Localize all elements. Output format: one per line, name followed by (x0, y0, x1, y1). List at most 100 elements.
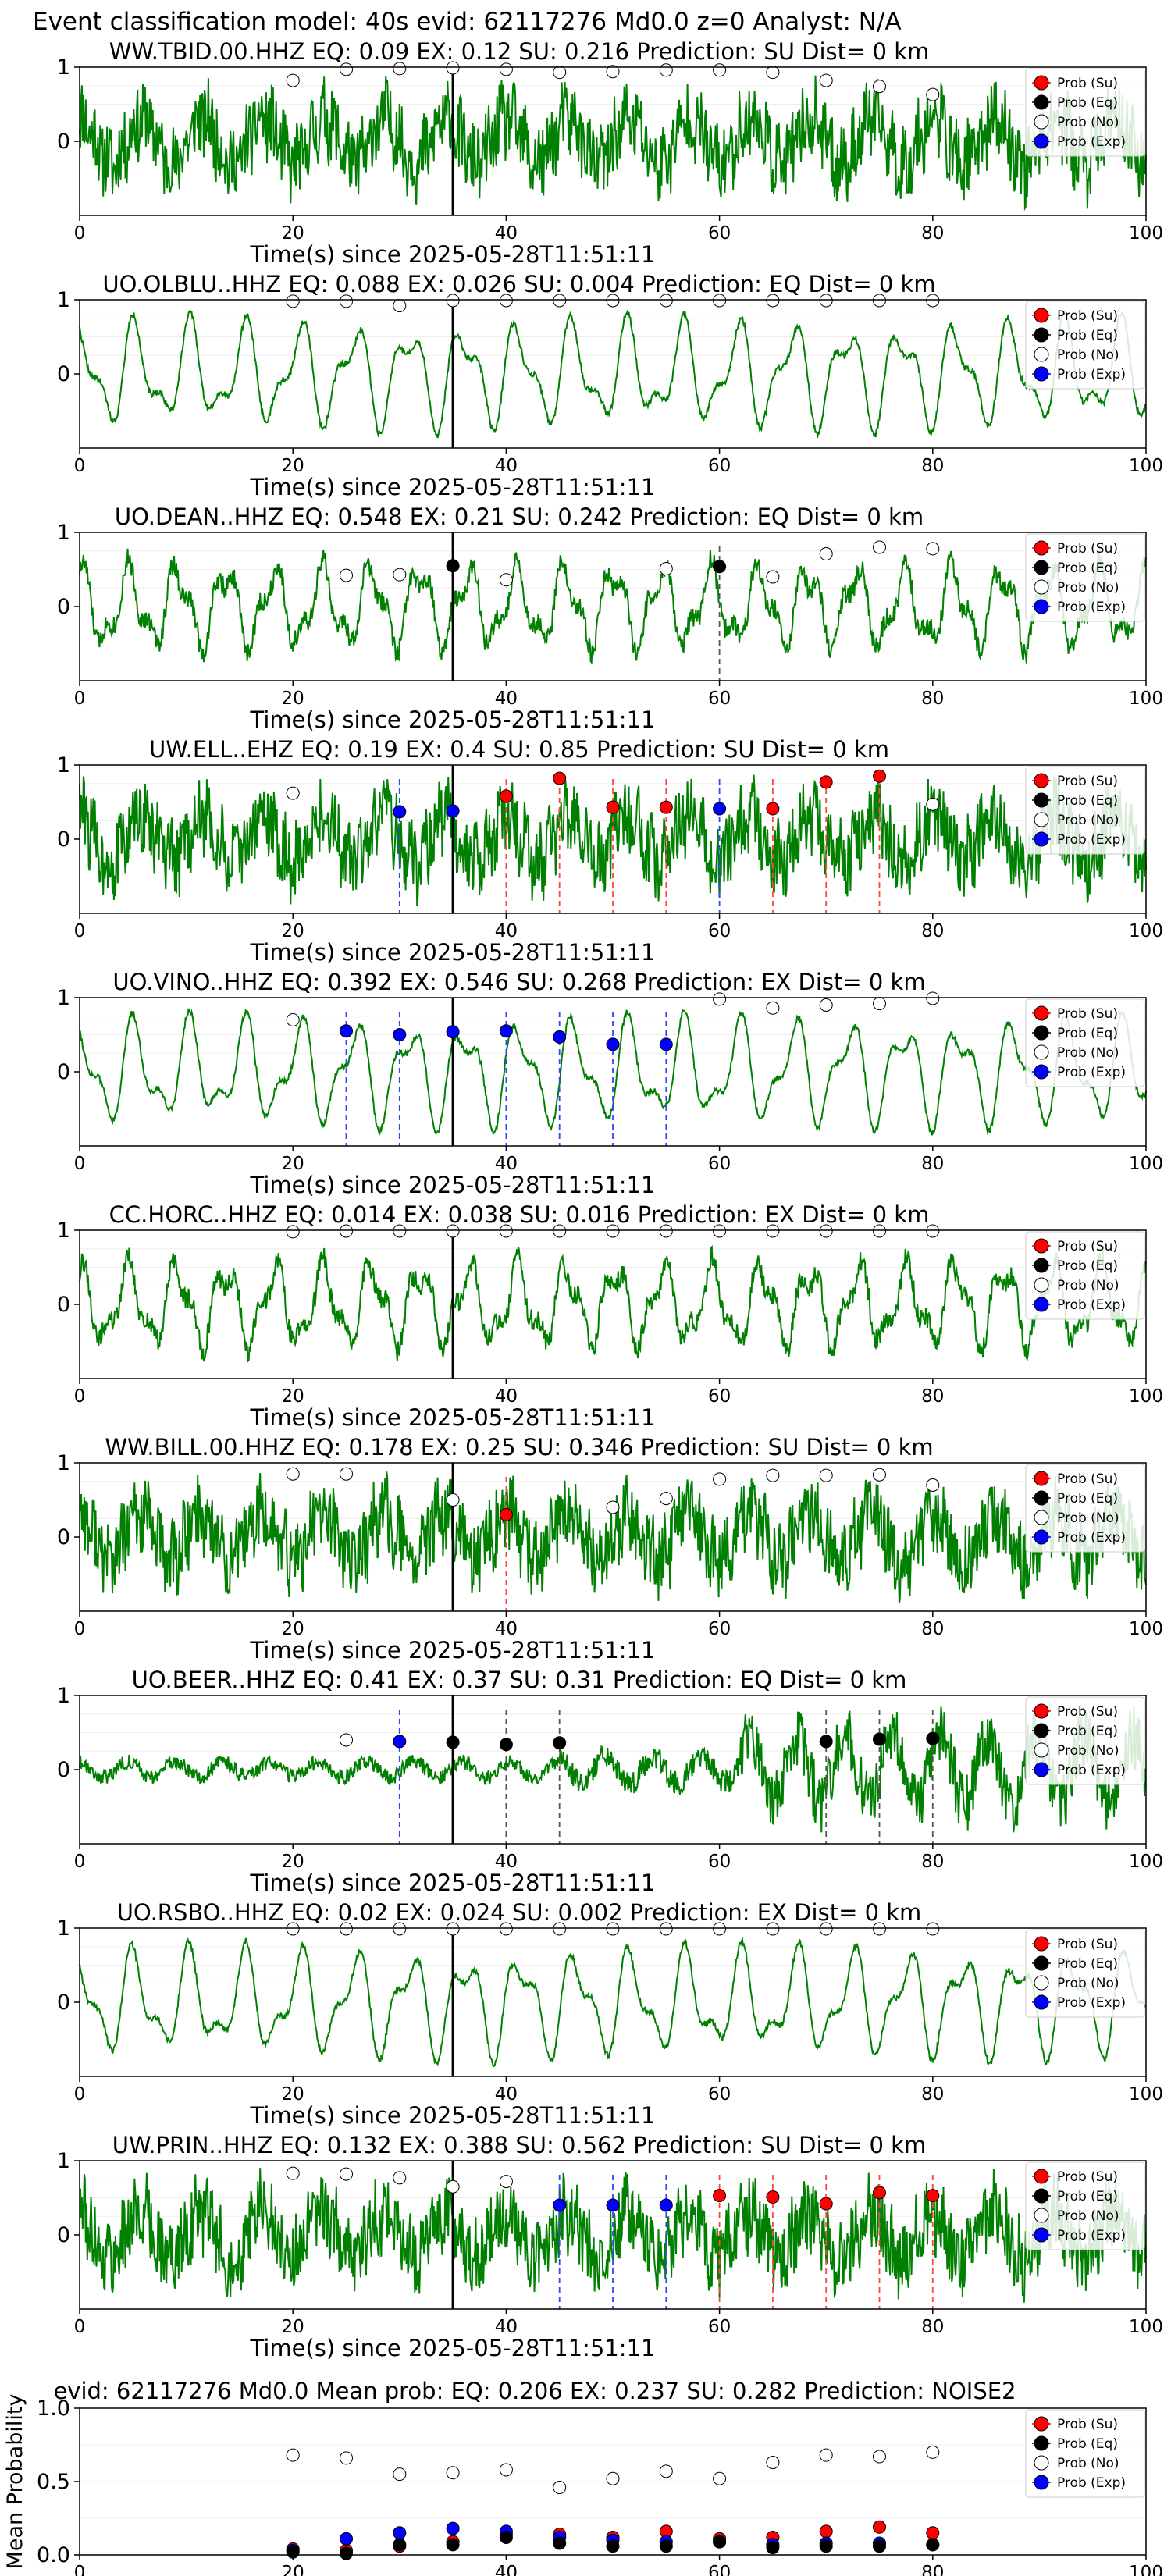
prob-point-no (446, 294, 460, 308)
axes-frame (79, 1462, 1147, 1612)
y-tick-label: 0 (57, 1991, 70, 2015)
y-tick-label: 0 (57, 362, 70, 386)
prob-point-no (713, 1472, 727, 1486)
legend-label-eq: Prob (Eq) (1057, 560, 1118, 576)
prob-point-su (926, 2189, 940, 2203)
prob-point-no (606, 294, 620, 308)
x-tick-label: 0 (74, 1154, 86, 1174)
prob-point-no (393, 2171, 407, 2185)
axes-frame (79, 997, 1147, 1147)
legend-label-eq: Prob (Eq) (1057, 328, 1118, 343)
x-tick-label: 100 (1129, 1154, 1163, 1174)
prob-point-no (819, 73, 833, 87)
mean-point-exp (340, 2532, 353, 2546)
prob-point-su (873, 769, 886, 783)
prob-point-su (499, 1508, 513, 1521)
prob-point-no (340, 294, 353, 308)
mean-point-no (393, 2467, 407, 2482)
prob-point-eq (819, 1735, 833, 1749)
x-axis-label: Time(s) since 2025-05-28T11:51:11 (250, 2335, 656, 2361)
y-tick-label: 1 (57, 2149, 70, 2173)
legend-label-eq: Prob (Eq) (1057, 793, 1118, 809)
mean-point-eq (819, 2539, 833, 2553)
legend-marker-eq (1034, 792, 1049, 808)
panel-title: UO.BEER..HHZ EQ: 0.41 EX: 0.37 SU: 0.31 … (132, 1667, 907, 1693)
prob-point-no (659, 63, 673, 77)
prob-point-su (766, 2190, 780, 2204)
mean-point-eq (659, 2539, 673, 2553)
prob-point-no (926, 1224, 940, 1238)
mean-point-no (766, 2456, 780, 2470)
prob-point-exp (499, 1024, 513, 1038)
waveform-trace (79, 309, 1147, 439)
x-axis-label: Time(s) since 2025-05-28T11:51:11 (250, 1404, 656, 1431)
legend-frame (1025, 1231, 1145, 1320)
legend-marker-exp (1034, 2227, 1049, 2243)
mean-point-eq (553, 2536, 567, 2550)
mean-point-no (713, 2471, 727, 2485)
legend-label-no: Prob (No) (1057, 2208, 1119, 2224)
prob-point-exp (659, 1037, 673, 1051)
legend-label-eq: Prob (Eq) (1057, 1724, 1118, 1739)
prob-point-no (766, 1468, 780, 1482)
prob-point-no (286, 294, 300, 308)
x-tick-label: 40 (495, 2317, 518, 2337)
prob-point-no (873, 1922, 886, 1936)
x-tick-label: 20 (282, 223, 304, 244)
y-tick-label: 1 (57, 288, 70, 312)
panel-title: UO.DEAN..HHZ EQ: 0.548 EX: 0.21 SU: 0.24… (115, 503, 924, 530)
prob-point-no (926, 797, 940, 811)
y-tick-label: 1 (57, 1451, 70, 1475)
legend-label-no: Prob (No) (1057, 1510, 1119, 1526)
figure-title: Event classification model: 40s evid: 62… (33, 8, 902, 36)
x-tick-label: 0 (74, 1852, 86, 1872)
x-axis-label: Time(s) since 2025-05-28T11:51:11 (250, 939, 656, 966)
waveform-trace (79, 1244, 1147, 1364)
waveform-trace (79, 1936, 1147, 2068)
mean-point-no (286, 2448, 300, 2462)
axes-frame (79, 1695, 1147, 1845)
legend-marker-su (1034, 2169, 1049, 2184)
x-tick-label: 0 (74, 456, 86, 476)
x-tick-label: 20 (282, 456, 304, 476)
prob-point-no (393, 568, 407, 582)
legend-label-exp: Prob (Exp) (1057, 1763, 1126, 1778)
mean-point-eq (713, 2535, 727, 2549)
legend-label-su: Prob (Su) (1057, 2417, 1118, 2432)
prob-point-no (340, 1922, 353, 1936)
x-tick-label: 100 (1129, 1386, 1163, 1407)
legend: Prob (Su) Prob (Eq) Prob (No) Prob (Exp) (1025, 1464, 1145, 1553)
legend-marker-eq (1034, 1490, 1049, 1506)
prob-point-no (286, 2166, 300, 2180)
prob-point-exp (393, 1735, 407, 1749)
legend-label-no: Prob (No) (1057, 813, 1119, 828)
prob-point-su (553, 771, 567, 785)
y-tick-label: 1 (57, 1219, 70, 1243)
legend-label-no: Prob (No) (1057, 1278, 1119, 1293)
prob-point-no (340, 62, 353, 76)
legend-marker-su (1034, 308, 1049, 323)
prob-point-eq (713, 560, 727, 574)
x-axis-label: Time(s) since 2025-05-28T11:51:11 (250, 1172, 656, 1198)
legend: Prob (Su) Prob (Eq) Prob (No) Prob (Exp) (1025, 766, 1145, 855)
y-tick-label: 0 (57, 2223, 70, 2247)
legend-marker-no (1034, 1277, 1049, 1293)
legend-label-exp: Prob (Exp) (1057, 832, 1126, 848)
prob-point-no (446, 1922, 460, 1936)
y-tick-label: 0 (57, 1293, 70, 1317)
x-tick-label: 60 (708, 1619, 731, 1639)
legend-marker-no (1034, 1510, 1049, 1525)
legend-marker-exp (1034, 2475, 1049, 2490)
x-tick-label: 80 (921, 921, 944, 941)
prob-point-no (340, 1733, 353, 1747)
chart-panel-9: UO.RSBO..HHZ EQ: 0.02 EX: 0.024 SU: 0.00… (57, 1899, 1163, 2129)
legend-marker-su (1034, 2416, 1049, 2432)
prob-point-eq (926, 1731, 940, 1745)
x-tick-label: 80 (921, 688, 944, 709)
y-tick-label: 1 (57, 55, 70, 80)
prob-point-no (819, 998, 833, 1012)
panel-title: CC.HORC..HHZ EQ: 0.014 EX: 0.038 SU: 0.0… (109, 1201, 930, 1228)
y-tick-label: 0.0 (37, 2543, 70, 2567)
legend-marker-eq (1034, 1955, 1049, 1971)
